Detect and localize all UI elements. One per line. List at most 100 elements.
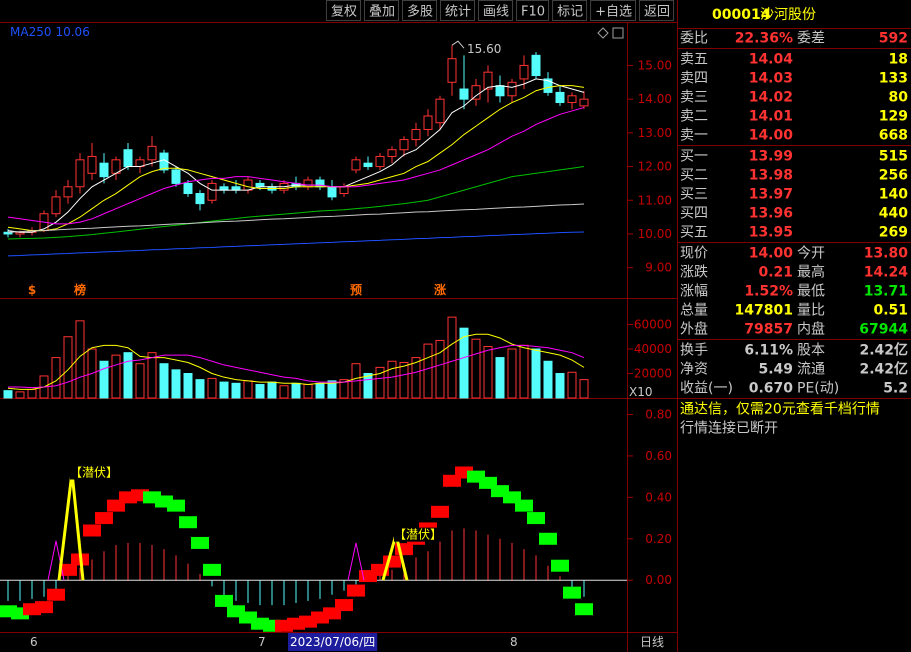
quote-cell: 13.99 bbox=[749, 149, 793, 165]
quote-cell: 最低 bbox=[797, 284, 825, 300]
trend-box bbox=[539, 532, 557, 545]
y-tick-label: 13.00 bbox=[638, 126, 672, 140]
quote-cell: 22.36% bbox=[735, 31, 793, 47]
quote-cell: 0.21 bbox=[758, 265, 793, 281]
y-tick-label: 10.00 bbox=[638, 227, 672, 241]
candle-body bbox=[351, 159, 361, 171]
toolbar-button-frame[interactable] bbox=[478, 0, 514, 21]
quote-cell: 通达信，仅需20元查看千档行情 bbox=[680, 402, 880, 418]
volume-bar bbox=[363, 373, 373, 399]
toolbar-button[interactable]: 标记 bbox=[552, 0, 588, 21]
toolbar-button-label[interactable]: 多股 bbox=[407, 4, 433, 20]
volume-bar bbox=[519, 344, 529, 399]
toolbar-button[interactable]: F10 bbox=[516, 0, 550, 21]
quote-cell: 委差 bbox=[797, 31, 825, 47]
toolbar-button[interactable]: 画线 bbox=[478, 0, 514, 21]
toolbar-button-frame[interactable] bbox=[552, 0, 588, 21]
y-tick-label: 11.00 bbox=[638, 193, 672, 207]
toolbar-button-label[interactable]: 标记 bbox=[557, 5, 583, 20]
candle-body bbox=[123, 149, 133, 168]
candle-body bbox=[495, 85, 505, 97]
y-tick-label: 0.40 bbox=[645, 490, 672, 504]
candle-body bbox=[303, 179, 313, 188]
trend-box bbox=[347, 584, 365, 597]
candle-body bbox=[183, 182, 193, 195]
y-tick-label: 40000 bbox=[634, 342, 672, 356]
toolbar-button[interactable]: +自选 bbox=[590, 0, 636, 21]
quote-cell: 卖一 bbox=[680, 128, 708, 144]
candle-body bbox=[243, 179, 253, 191]
y-tick-label: 15.00 bbox=[638, 58, 672, 72]
toolbar-button-frame[interactable] bbox=[363, 0, 399, 21]
toolbar-button-label[interactable]: F10 bbox=[521, 5, 545, 20]
toolbar-button[interactable]: 复权 bbox=[325, 0, 361, 21]
candle-body bbox=[579, 98, 589, 107]
moving-average-line bbox=[7, 107, 585, 225]
volume-bar bbox=[447, 316, 457, 399]
toolbar-button-label[interactable]: 统计 bbox=[445, 5, 471, 20]
toolbar-button-frame[interactable] bbox=[401, 0, 437, 21]
quote-cell: 换手 bbox=[680, 342, 708, 359]
candle-body bbox=[531, 54, 541, 77]
quote-cell: 129 bbox=[879, 109, 908, 125]
quote-cell: 14.00 bbox=[749, 246, 794, 262]
candle-body bbox=[99, 162, 109, 178]
quote-cell: 13.98 bbox=[749, 168, 793, 184]
quote-cell: 最高 bbox=[797, 264, 825, 281]
volume-bar bbox=[387, 360, 397, 399]
toolbar-button-frame[interactable] bbox=[516, 0, 550, 21]
volume-bar bbox=[555, 373, 565, 399]
toolbar-button-label[interactable]: 画线 bbox=[483, 5, 509, 20]
quote-cell: 买三 bbox=[680, 187, 708, 203]
quote-cell: 内盘 bbox=[797, 321, 825, 338]
volume-bar bbox=[123, 352, 133, 399]
candle-body bbox=[147, 145, 157, 161]
quote-cell: 买二 bbox=[680, 168, 708, 184]
volume-bar bbox=[279, 385, 289, 399]
volume-bar bbox=[315, 382, 325, 399]
toolbar-button-frame[interactable] bbox=[638, 0, 674, 21]
quote-cell: 5.2 bbox=[883, 381, 908, 397]
toolbar-button[interactable]: 多股 bbox=[401, 0, 437, 21]
volume-bar bbox=[399, 361, 409, 399]
plot-area: 9.00 10.00 11.00 12.00 13.00 14.00 15.00 MA250 1… bbox=[0, 25, 672, 632]
quote-cell: 13.97 bbox=[749, 187, 793, 203]
signal-label: 【潜伏】 bbox=[70, 466, 118, 480]
quote-cell: 140 bbox=[879, 187, 908, 203]
toolbar-button-label[interactable]: 复权 bbox=[331, 4, 357, 20]
volume-bar bbox=[147, 352, 157, 399]
quote-cell: 收益(一) bbox=[680, 381, 733, 397]
volume-bar bbox=[267, 381, 277, 399]
event-marker: 预 bbox=[350, 283, 362, 297]
toolbar-button-frame[interactable] bbox=[590, 0, 636, 21]
quote-cell: 14.24 bbox=[864, 265, 909, 281]
signal-label: 【潜伏】 bbox=[394, 528, 442, 542]
diamond-icon bbox=[597, 27, 609, 39]
quote-cell: 67944 bbox=[859, 322, 908, 338]
trend-box bbox=[59, 563, 77, 576]
toolbar-button-label[interactable]: +自选 bbox=[595, 5, 632, 20]
toolbar-button-label[interactable]: 返回 bbox=[644, 5, 670, 20]
quote-cell: 1.52% bbox=[744, 284, 793, 300]
trend-box bbox=[431, 505, 449, 518]
toolbar-button-frame[interactable] bbox=[440, 0, 476, 21]
toolbar-button[interactable]: 叠加 bbox=[363, 0, 399, 21]
event-marker: $ bbox=[28, 283, 36, 297]
quote-cell: 行情连接已断开 bbox=[680, 420, 778, 437]
quote-cell: 13.95 bbox=[749, 225, 793, 241]
volume-bar bbox=[183, 373, 193, 399]
candle-body bbox=[171, 169, 181, 184]
toolbar-button[interactable]: 返回 bbox=[638, 0, 674, 21]
toolbar-button-frame[interactable] bbox=[325, 0, 361, 21]
toolbar-button[interactable]: 统计 bbox=[440, 0, 476, 21]
quote-cell: 0.51 bbox=[873, 303, 908, 319]
signal-label-bg bbox=[70, 465, 119, 480]
candle-body bbox=[363, 162, 373, 168]
candle-body bbox=[207, 182, 217, 201]
volume-bar bbox=[27, 388, 37, 399]
volume-bar bbox=[219, 381, 229, 399]
x-tick-label: 6 bbox=[30, 635, 38, 649]
box-icon bbox=[612, 27, 624, 39]
toolbar-button-label[interactable]: 叠加 bbox=[369, 5, 395, 20]
